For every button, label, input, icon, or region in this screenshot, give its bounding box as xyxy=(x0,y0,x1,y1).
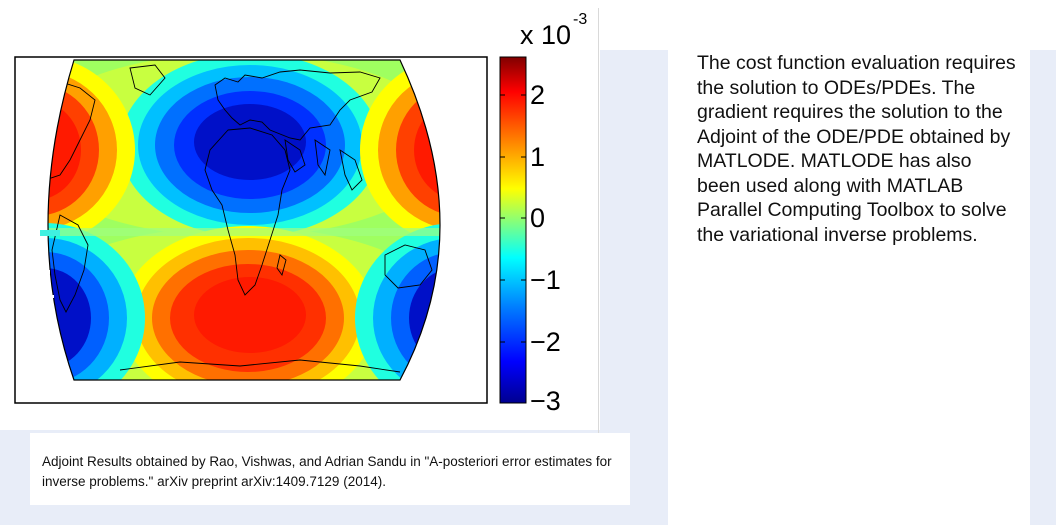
slide-description: The cost function evaluation requires th… xyxy=(697,52,1016,246)
colorbar-scale-label: x 10-3 xyxy=(520,11,588,50)
figure-divider xyxy=(598,8,599,433)
adjoint-map-svg xyxy=(14,56,527,404)
coastlines xyxy=(48,64,433,373)
colorbar xyxy=(499,56,527,404)
colorbar-tick-label: −2 xyxy=(530,327,561,357)
caption-panel xyxy=(30,433,630,505)
colorbar-tick-label: −3 xyxy=(530,386,561,416)
edge-artifacts xyxy=(38,100,58,334)
colorbar-tick-label: −1 xyxy=(530,265,561,295)
colorbar-tick-label: 0 xyxy=(530,203,546,233)
colorbar-tick-label: 1 xyxy=(530,142,546,172)
colorbar-tick-label: 2 xyxy=(530,80,546,110)
adjoint-figure: x 10-3 2 1 0 −1 −2 −3 xyxy=(0,0,600,425)
globe-outline xyxy=(47,59,441,381)
slide-decor-right xyxy=(1030,50,1056,525)
colorbar-ticks xyxy=(500,94,526,343)
figure-caption: Adjoint Results obtained by Rao, Vishwas… xyxy=(42,454,612,489)
equator-artifact xyxy=(40,230,60,236)
